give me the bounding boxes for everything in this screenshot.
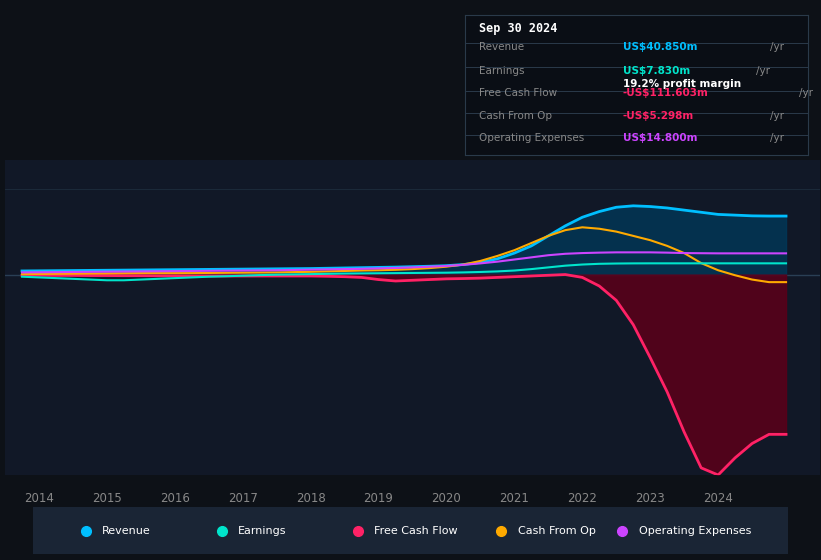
Text: Revenue: Revenue	[103, 526, 151, 535]
Text: Earnings: Earnings	[479, 66, 525, 76]
Text: -US$140m: -US$140m	[0, 469, 1, 482]
Text: 2024: 2024	[704, 492, 733, 505]
Text: US$7.830m: US$7.830m	[623, 66, 690, 76]
Text: Revenue: Revenue	[479, 42, 524, 52]
Text: 2017: 2017	[227, 492, 258, 505]
Text: -US$5.298m: -US$5.298m	[623, 111, 694, 121]
Text: 2022: 2022	[567, 492, 597, 505]
Text: 2021: 2021	[499, 492, 530, 505]
Text: 2019: 2019	[364, 492, 393, 505]
Text: /yr: /yr	[770, 42, 784, 52]
Text: 2016: 2016	[160, 492, 190, 505]
Text: US$0: US$0	[0, 268, 1, 281]
Text: 2023: 2023	[635, 492, 665, 505]
Text: Cash From Op: Cash From Op	[518, 526, 595, 535]
Text: US$14.800m: US$14.800m	[623, 133, 697, 143]
Text: Earnings: Earnings	[238, 526, 287, 535]
Text: 2015: 2015	[92, 492, 122, 505]
Text: /yr: /yr	[770, 133, 784, 143]
Text: 2020: 2020	[432, 492, 461, 505]
Text: Free Cash Flow: Free Cash Flow	[374, 526, 458, 535]
Text: /yr: /yr	[799, 88, 813, 99]
Text: -US$111.603m: -US$111.603m	[623, 88, 709, 99]
Text: 2014: 2014	[24, 492, 54, 505]
Text: Operating Expenses: Operating Expenses	[479, 133, 584, 143]
Text: Sep 30 2024: Sep 30 2024	[479, 22, 557, 35]
Text: /yr: /yr	[770, 111, 784, 121]
Text: Free Cash Flow: Free Cash Flow	[479, 88, 557, 99]
Text: /yr: /yr	[756, 66, 770, 76]
Text: Operating Expenses: Operating Expenses	[639, 526, 751, 535]
Text: Cash From Op: Cash From Op	[479, 111, 552, 121]
Text: US$60m: US$60m	[0, 182, 1, 195]
Text: 19.2% profit margin: 19.2% profit margin	[623, 80, 741, 89]
Text: 2018: 2018	[296, 492, 325, 505]
Text: US$40.850m: US$40.850m	[623, 42, 697, 52]
